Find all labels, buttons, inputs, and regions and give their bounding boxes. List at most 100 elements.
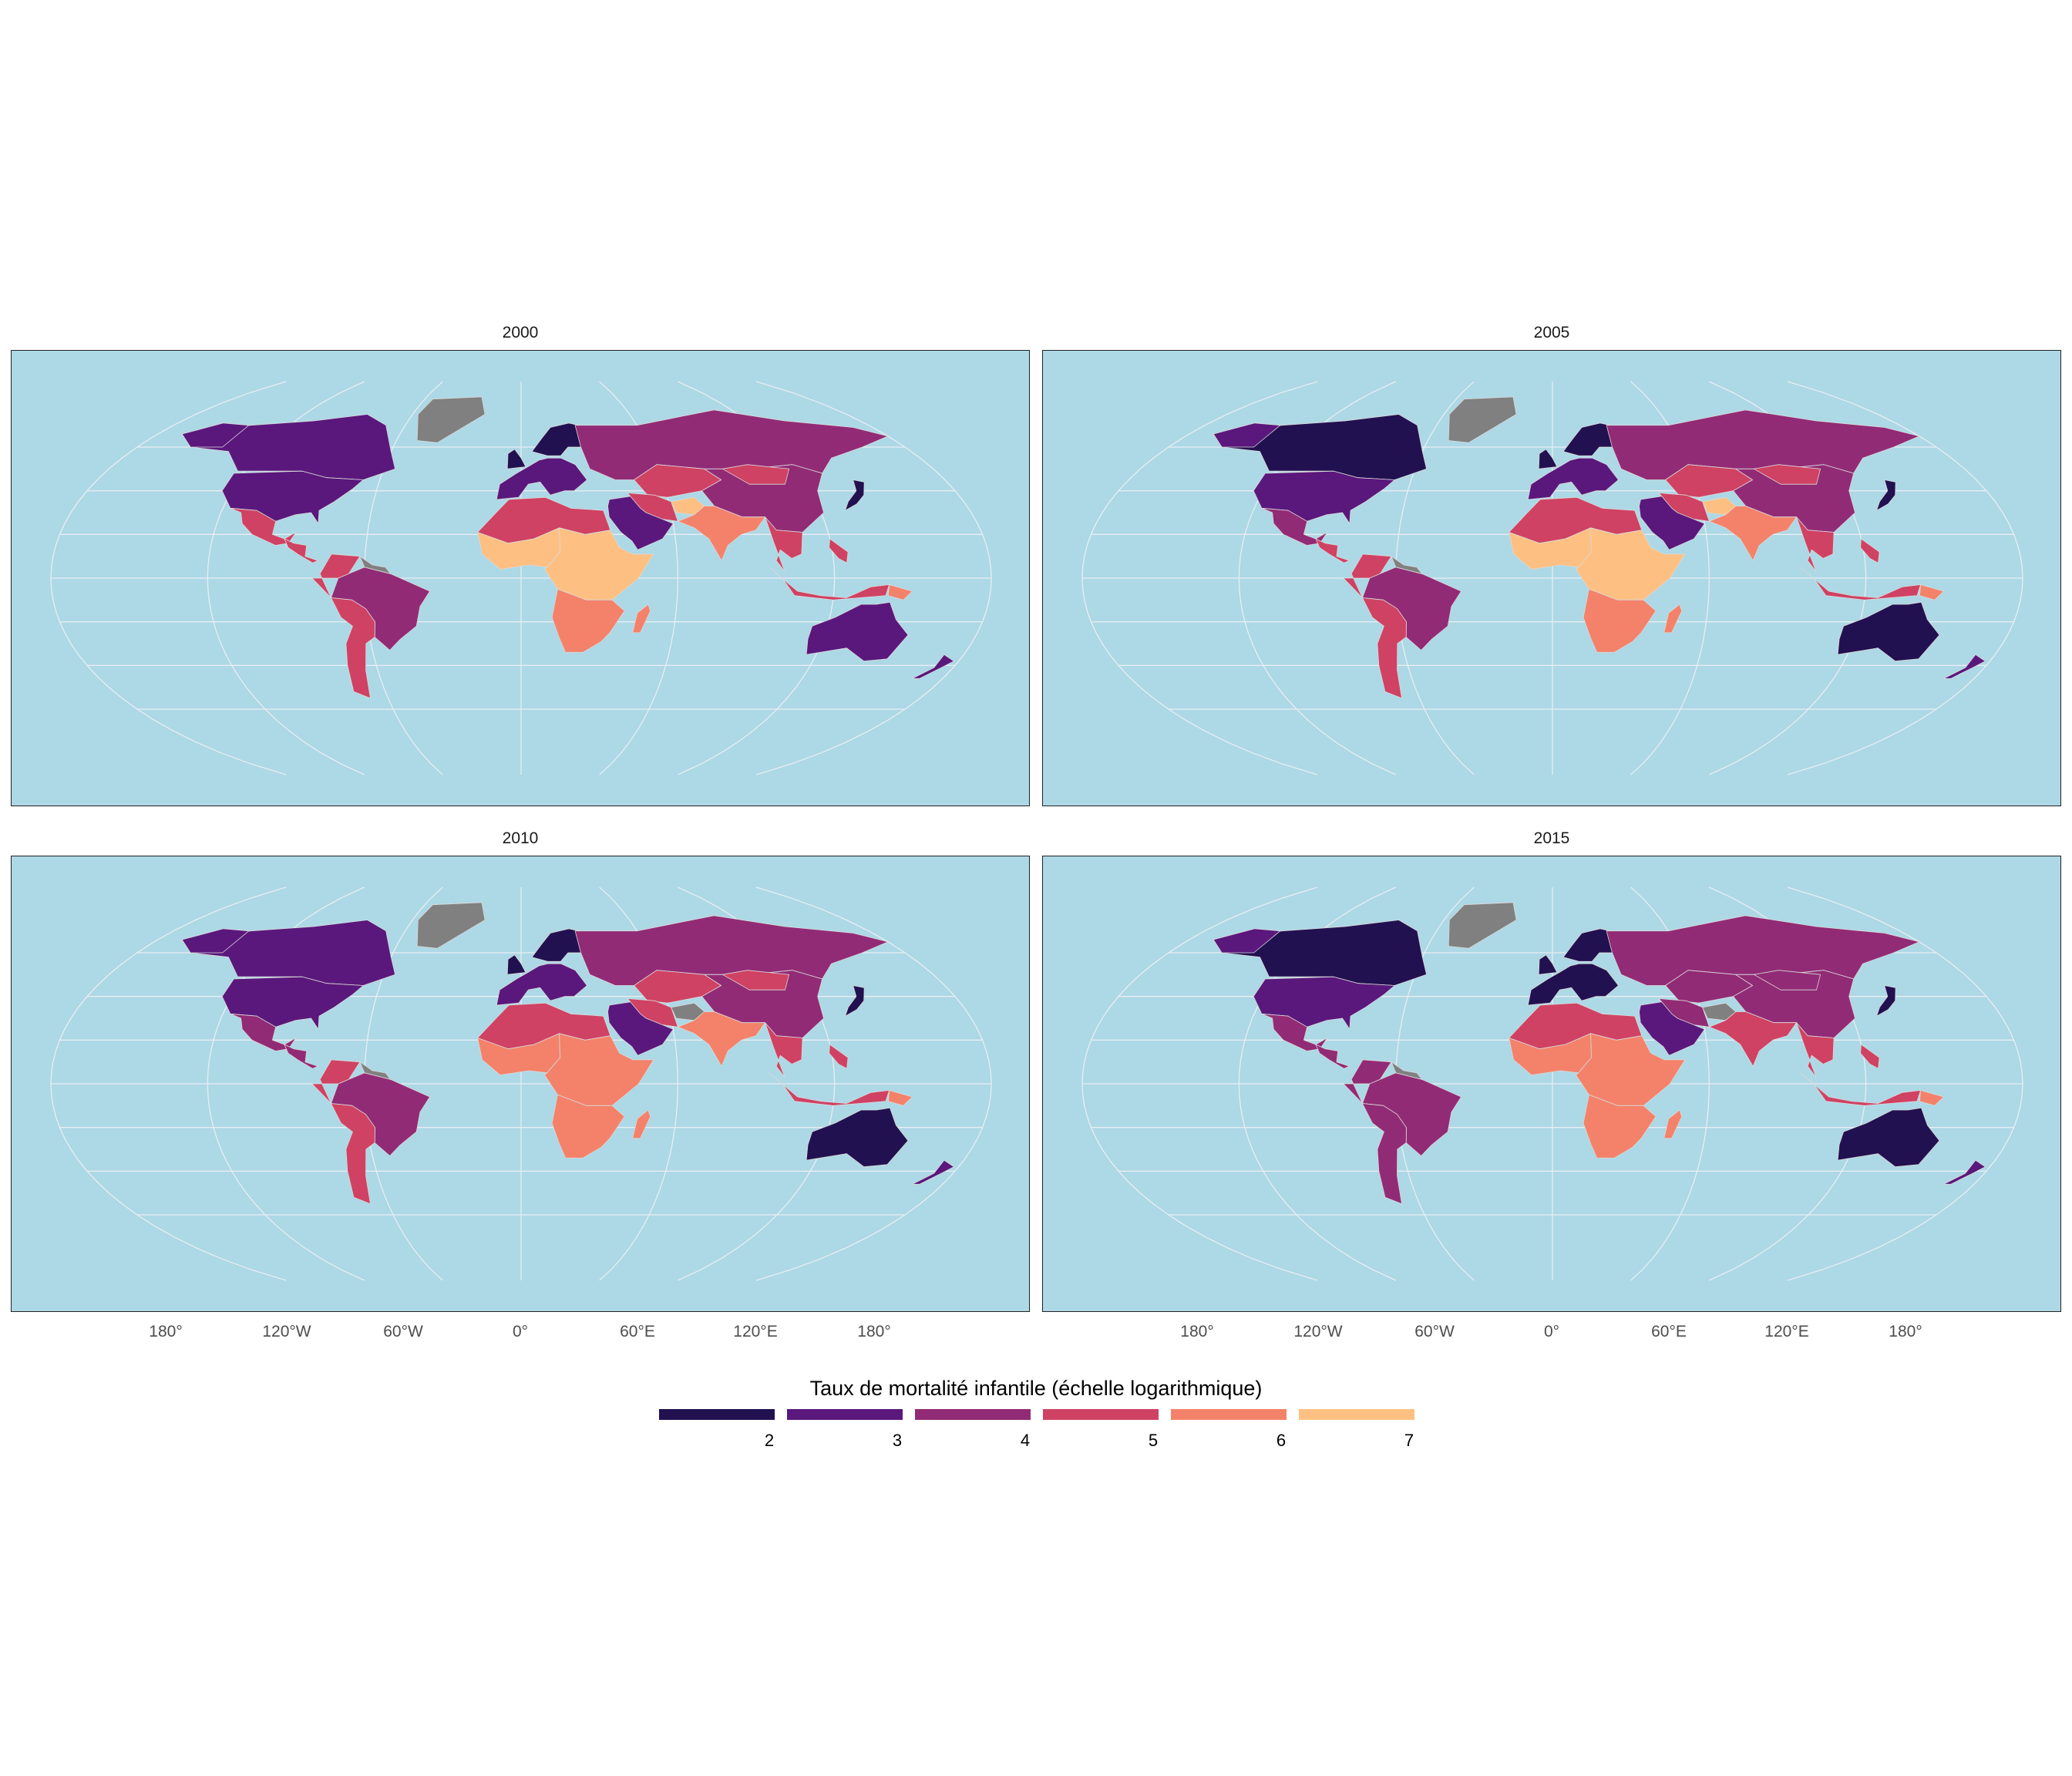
country-region-westeurope [496, 457, 587, 500]
country-region-philippines [1860, 1044, 1880, 1069]
country-region-seasia [1796, 1022, 1835, 1078]
country-region-southernafrica [551, 1094, 625, 1159]
x-axis-label-60w-right: 60°W [1414, 1323, 1455, 1340]
legend-color-segment-4 [915, 1409, 1031, 1420]
country-region-seasia [765, 1022, 803, 1078]
country-region-australia [1837, 1107, 1940, 1168]
country-region-centralafrica [544, 527, 654, 600]
map-panel-2005 [1042, 350, 2061, 806]
country-region-madagascar [1663, 1109, 1683, 1139]
country-region-uk [1538, 449, 1558, 469]
world-map-svg [50, 381, 992, 775]
country-region-southasia [678, 1011, 765, 1067]
country-region-westeurope [1527, 457, 1619, 500]
country-region-newzealand [1943, 1159, 1986, 1185]
country-region-guyanas [359, 1061, 391, 1080]
x-axis-label-180e-right: 180° [1889, 1323, 1922, 1340]
country-region-australia [806, 1107, 909, 1168]
world-map-svg [50, 886, 992, 1281]
map-panel-2015 [1042, 856, 2061, 1312]
country-region-scandinavia [1562, 422, 1613, 456]
country-region-japan [845, 479, 865, 511]
x-axis-label-0-left: 0° [512, 1323, 529, 1340]
legend-tick-5: 5 [1148, 1431, 1159, 1450]
country-region-mexico [1261, 507, 1328, 546]
country-region-japan [1876, 985, 1896, 1017]
country-region-scandinavia [531, 422, 581, 456]
country-region-centralafrica [544, 1033, 654, 1106]
x-axis-label-120e-left: 120°E [733, 1323, 778, 1340]
legend-tick-6: 6 [1276, 1431, 1287, 1450]
country-region-madagascar [1663, 604, 1683, 634]
country-region-png [1919, 1090, 1944, 1106]
country-region-westeurope [496, 963, 587, 1006]
country-region-mongolia [1754, 464, 1821, 485]
world-map-svg [1081, 381, 2023, 775]
country-region-madagascar [632, 604, 651, 634]
country-region-mexico [230, 507, 297, 546]
x-axis-label-180w-left: 180° [149, 1323, 183, 1340]
country-region-madagascar [632, 1109, 651, 1139]
country-region-centralafrica [1576, 527, 1686, 600]
country-region-indonesia [769, 1072, 890, 1106]
country-region-philippines [1860, 538, 1880, 563]
country-region-mongolia [1754, 970, 1821, 991]
legend-color-segment-5 [1043, 1409, 1159, 1420]
country-region-southernafrica [1583, 1094, 1657, 1159]
country-region-southernafrica [551, 588, 625, 653]
country-region-australia [806, 601, 909, 662]
country-region-png [888, 584, 913, 600]
country-region-alaska [1213, 422, 1281, 448]
legend-color-segment-7 [1299, 1409, 1414, 1420]
countries [1213, 396, 1986, 699]
country-region-australia [1837, 601, 1940, 662]
country-region-southasia [1709, 1011, 1797, 1067]
x-axis-label-120w-right: 120°W [1293, 1323, 1343, 1340]
country-region-uk [506, 449, 526, 469]
x-axis-label-120w-left: 120°W [262, 1323, 311, 1340]
country-region-iran [1658, 493, 1710, 522]
country-region-southasia [1709, 506, 1797, 561]
country-region-greenland [1448, 396, 1517, 443]
country-region-southernafrica [1583, 588, 1657, 653]
country-region-seasia [1796, 516, 1835, 572]
country-region-alaska [181, 422, 250, 448]
country-region-guyanas [1391, 1061, 1422, 1080]
legend-tick-3: 3 [892, 1431, 903, 1450]
country-region-guyanas [1391, 556, 1422, 574]
x-axis-label-120e-right: 120°E [1764, 1323, 1809, 1340]
country-region-scandinavia [1562, 928, 1613, 962]
country-region-png [1919, 584, 1944, 600]
map-panel-2010 [11, 856, 1030, 1312]
country-region-uk [1538, 954, 1558, 975]
country-region-seasia [765, 516, 803, 572]
country-region-centralam [284, 1044, 318, 1069]
country-region-scandinavia [531, 928, 581, 962]
country-region-andes [311, 553, 375, 699]
country-region-mongolia [722, 970, 789, 991]
country-region-andes [1343, 553, 1407, 699]
x-axis-label-180w-right: 180° [1180, 1323, 1214, 1340]
country-region-newzealand [912, 654, 954, 679]
country-region-japan [1876, 479, 1896, 511]
countries [181, 396, 954, 699]
country-region-andes [1343, 1059, 1407, 1205]
panel-title-2005: 2005 [1533, 324, 1570, 341]
legend-tick-7: 7 [1404, 1431, 1414, 1450]
country-region-alaska [181, 928, 250, 954]
country-region-indonesia [1800, 1072, 1921, 1106]
country-region-philippines [829, 1044, 849, 1069]
x-axis-label-180e-left: 180° [857, 1323, 891, 1340]
country-region-southasia [678, 506, 765, 561]
panel-title-2000: 2000 [502, 324, 539, 341]
legend-tick-2: 2 [764, 1431, 775, 1450]
country-region-centralam [1315, 1044, 1350, 1069]
country-region-greenland [1448, 902, 1517, 949]
country-region-iran [627, 493, 678, 522]
country-region-guyanas [359, 556, 391, 574]
country-region-japan [845, 985, 865, 1017]
country-region-philippines [829, 538, 849, 563]
country-region-centralam [284, 538, 318, 563]
countries [1213, 902, 1986, 1205]
country-region-newzealand [912, 1159, 954, 1185]
